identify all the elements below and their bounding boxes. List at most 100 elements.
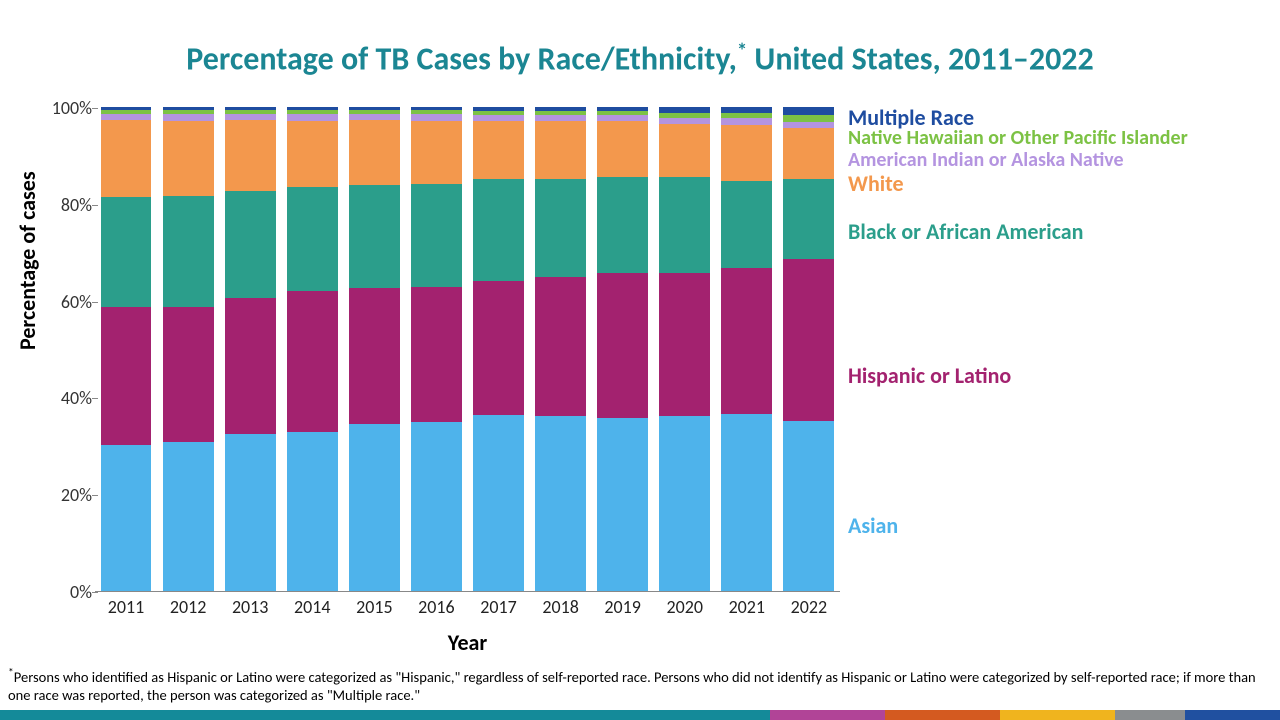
bar-segment — [349, 120, 400, 185]
x-tick-label: 2020 — [654, 596, 716, 618]
footer-segment — [1185, 710, 1280, 720]
bar-segment — [411, 287, 462, 422]
bar-segment — [597, 121, 648, 177]
bar-segment — [101, 307, 152, 445]
x-axis-label: Year — [95, 629, 840, 656]
bar-slot — [592, 108, 654, 591]
bar-segment — [659, 273, 710, 416]
y-tick-mark — [92, 302, 98, 303]
bar-segment — [597, 177, 648, 273]
stacked-bar — [101, 107, 152, 591]
bar-segment — [721, 268, 772, 415]
y-tick-mark — [92, 592, 98, 593]
x-tick-label: 2012 — [157, 596, 219, 618]
bar-slot — [157, 108, 219, 591]
title-post: United States, 2011–2022 — [747, 40, 1094, 79]
y-tick-label: 60% — [40, 291, 92, 313]
bar-slot — [95, 108, 157, 591]
bar-segment — [287, 187, 338, 291]
bar-segment — [721, 125, 772, 181]
bar-slot — [778, 108, 840, 591]
y-tick-mark — [92, 495, 98, 496]
legend-item: Native Hawaiian or Other Pacific Islande… — [848, 128, 1188, 149]
bar-segment — [225, 120, 276, 191]
bar-segment — [473, 415, 524, 591]
bar-segment — [349, 288, 400, 424]
bar-segment — [225, 191, 276, 297]
stacked-bar — [473, 107, 524, 591]
y-ticks: 0%20%40%60%80%100% — [40, 108, 92, 592]
bar-segment — [535, 416, 586, 591]
stacked-bar — [349, 107, 400, 591]
y-tick-label: 0% — [40, 581, 92, 603]
bar-segment — [659, 416, 710, 591]
legend-item: American Indian or Alaska Native — [848, 150, 1124, 171]
bar-segment — [783, 421, 834, 591]
stacked-bar — [535, 107, 586, 591]
bar-segment — [287, 432, 338, 591]
bar-segment — [659, 124, 710, 177]
bar-segment — [101, 197, 152, 307]
bar-segment — [411, 184, 462, 288]
footer-segment — [1115, 710, 1185, 720]
bar-slot — [716, 108, 778, 591]
bar-segment — [225, 298, 276, 434]
bar-segment — [721, 181, 772, 268]
y-tick-label: 80% — [40, 194, 92, 216]
bar-slot — [654, 108, 716, 591]
chart-plot-area — [95, 108, 840, 592]
legend-item: White — [848, 172, 904, 195]
x-tick-label: 2013 — [219, 596, 281, 618]
y-tick-label: 40% — [40, 387, 92, 409]
y-tick-mark — [92, 205, 98, 206]
bar-segment — [783, 115, 834, 122]
legend-item: Black or African American — [848, 220, 1083, 243]
bar-segment — [163, 307, 214, 442]
bars-container — [95, 108, 840, 592]
bar-segment — [535, 179, 586, 277]
bar-segment — [349, 185, 400, 288]
bar-segment — [163, 196, 214, 307]
bar-segment — [783, 107, 834, 115]
x-tick-label: 2021 — [716, 596, 778, 618]
bar-segment — [721, 414, 772, 591]
stacked-bar — [163, 107, 214, 591]
bar-segment — [411, 121, 462, 184]
bar-slot — [281, 108, 343, 591]
footer-segment — [770, 710, 885, 720]
bar-segment — [783, 128, 834, 179]
stacked-bar — [225, 107, 276, 591]
bar-segment — [163, 442, 214, 591]
bar-segment — [225, 434, 276, 591]
bar-segment — [473, 179, 524, 281]
x-tick-label: 2018 — [530, 596, 592, 618]
footnote-text: Persons who identified as Hispanic or La… — [8, 668, 1256, 704]
bar-segment — [287, 121, 338, 188]
bar-segment — [783, 179, 834, 259]
legend-item: Asian — [848, 514, 898, 537]
bar-slot — [467, 108, 529, 591]
title-pre: Percentage of TB Cases by Race/Ethnicity… — [186, 40, 737, 79]
stacked-bar — [287, 107, 338, 591]
y-tick-mark — [92, 108, 98, 109]
footnote: *Persons who identified as Hispanic or L… — [8, 666, 1272, 704]
x-tick-label: 2015 — [343, 596, 405, 618]
bar-segment — [597, 418, 648, 591]
bar-segment — [101, 445, 152, 591]
x-tick-label: 2019 — [592, 596, 654, 618]
bar-segment — [473, 281, 524, 416]
x-tick-labels: 2011201220132014201520162017201820192020… — [95, 596, 840, 618]
footer-segment — [885, 710, 1000, 720]
bar-segment — [535, 277, 586, 416]
bar-segment — [783, 259, 834, 421]
footer-color-bar — [0, 710, 1280, 720]
slide: Percentage of TB Cases by Race/Ethnicity… — [0, 0, 1280, 720]
x-tick-label: 2022 — [778, 596, 840, 618]
bar-slot — [219, 108, 281, 591]
bar-segment — [411, 422, 462, 591]
y-tick-mark — [92, 398, 98, 399]
bar-segment — [535, 121, 586, 179]
bar-segment — [163, 121, 214, 197]
stacked-bar — [411, 107, 462, 591]
stacked-bar — [659, 107, 710, 591]
